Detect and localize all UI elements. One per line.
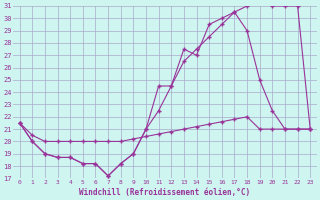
X-axis label: Windchill (Refroidissement éolien,°C): Windchill (Refroidissement éolien,°C) [79, 188, 251, 197]
